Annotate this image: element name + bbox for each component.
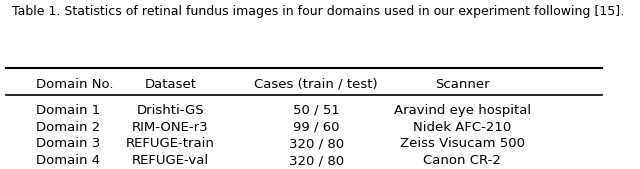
Text: Domain 2: Domain 2 [36,121,100,134]
Text: Nidek AFC-210: Nidek AFC-210 [413,121,511,134]
Text: 320 / 80: 320 / 80 [289,154,344,167]
Text: Table 1. Statistics of retinal fundus images in four domains used in our experim: Table 1. Statistics of retinal fundus im… [12,5,624,18]
Text: Dataset: Dataset [144,78,196,91]
Text: RIM-ONE-r3: RIM-ONE-r3 [132,121,209,134]
Text: Canon CR-2: Canon CR-2 [423,154,501,167]
Text: Domain 1: Domain 1 [36,104,100,117]
Text: REFUGE-train: REFUGE-train [126,137,214,150]
Text: Domain No.: Domain No. [36,78,114,91]
Text: 320 / 80: 320 / 80 [289,137,344,150]
Text: Domain 3: Domain 3 [36,137,100,150]
Text: 99 / 60: 99 / 60 [293,121,339,134]
Text: Domain 4: Domain 4 [36,154,100,167]
Text: Scanner: Scanner [435,78,490,91]
Text: Aravind eye hospital: Aravind eye hospital [394,104,531,117]
Text: Zeiss Visucam 500: Zeiss Visucam 500 [399,137,525,150]
Text: 50 / 51: 50 / 51 [292,104,340,117]
Text: REFUGE-val: REFUGE-val [132,154,209,167]
Text: Cases (train / test): Cases (train / test) [254,78,378,91]
Text: Drishti-GS: Drishti-GS [136,104,204,117]
